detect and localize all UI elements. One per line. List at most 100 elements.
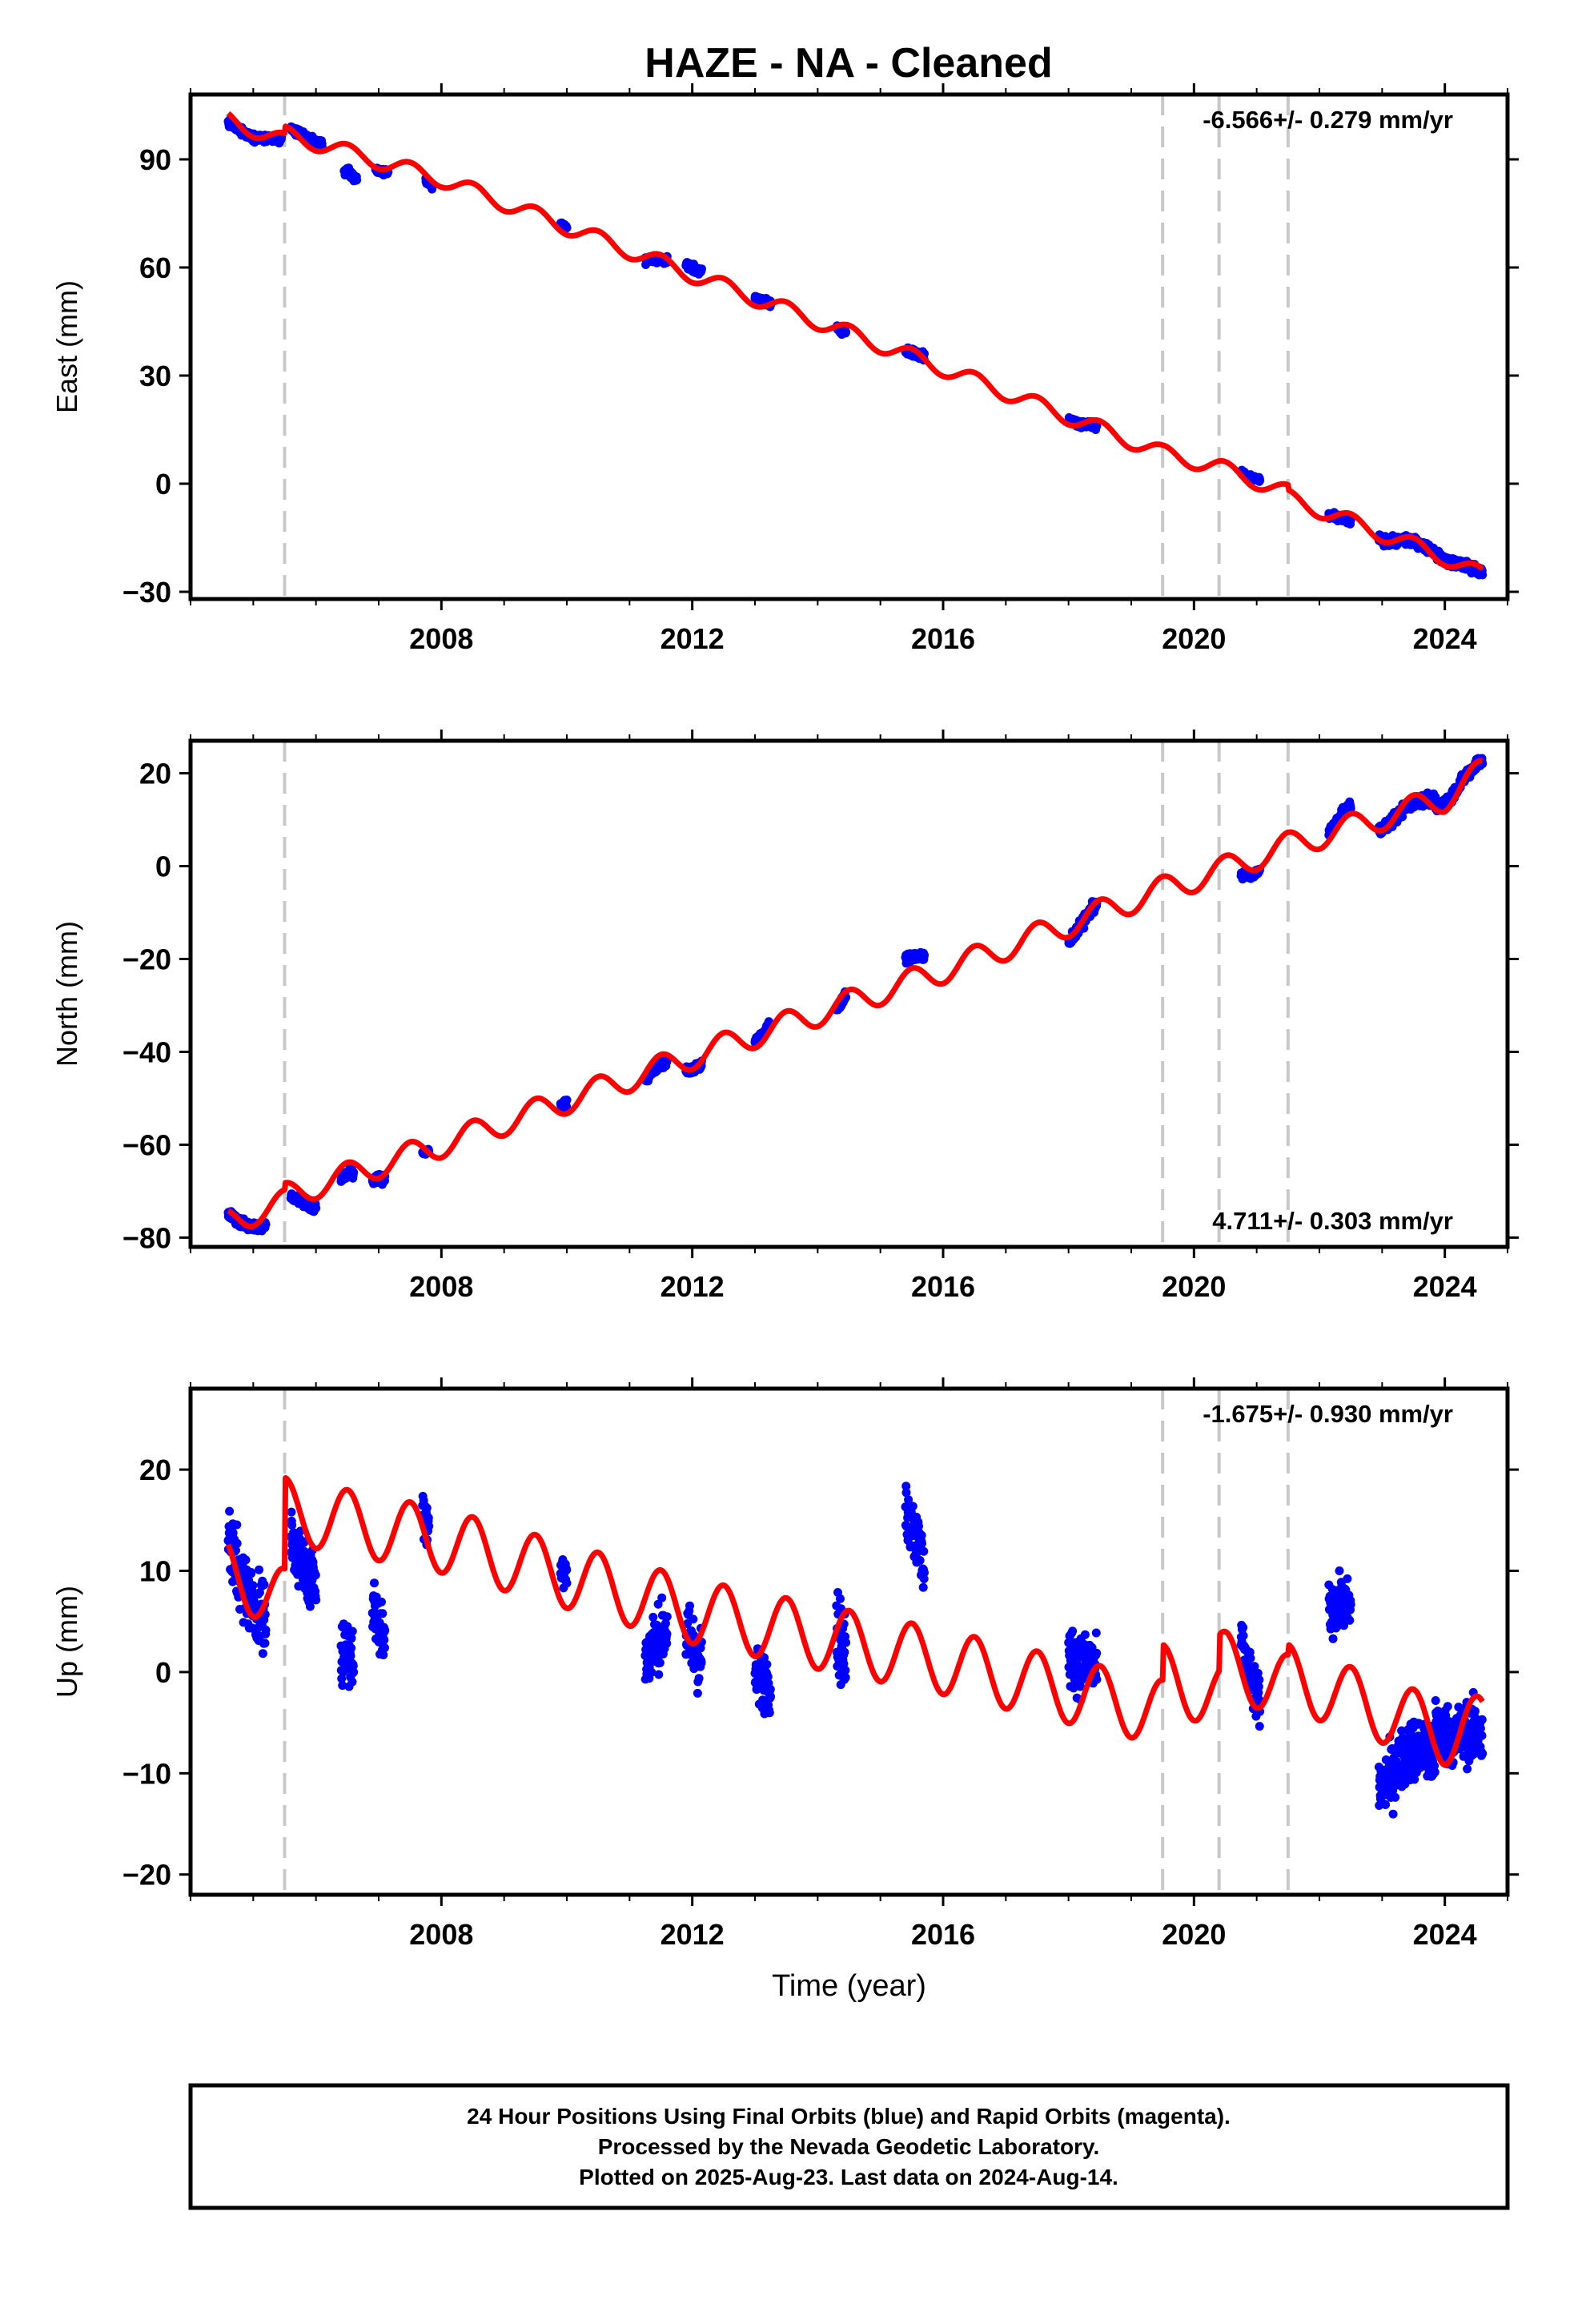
x-tick-label: 2012 <box>661 1918 725 1951</box>
x-tick-label: 2024 <box>1413 1270 1477 1303</box>
observation-point <box>349 1168 359 1177</box>
observation-point <box>1478 570 1488 580</box>
x-tick-label: 2024 <box>1413 622 1477 655</box>
x-tick-label: 2008 <box>409 1270 473 1303</box>
observation-point <box>261 1625 271 1634</box>
x-tick-label: 2012 <box>661 622 725 655</box>
observation-point <box>424 1513 433 1522</box>
x-axis-title: Time (year) <box>772 1969 926 2003</box>
observation-point <box>377 1597 386 1606</box>
x-tick-label: 2008 <box>409 622 473 655</box>
observation-point <box>766 1692 776 1702</box>
observation-point <box>1478 1749 1488 1759</box>
observation-point <box>258 1649 267 1659</box>
y-tick-label: 20 <box>139 1454 171 1486</box>
y-tick-label: −20 <box>122 943 171 976</box>
observation-point <box>247 1569 256 1578</box>
x-tick-label: 2024 <box>1413 1918 1477 1951</box>
observation-points <box>223 1482 1488 1819</box>
y-tick-label: 10 <box>139 1555 171 1588</box>
observation-point <box>380 1626 390 1635</box>
rate-label: -6.566+/- 0.279 mm/yr <box>1203 106 1453 134</box>
observation-point <box>225 1506 235 1516</box>
observation-point <box>1091 1628 1101 1638</box>
y-tick-label: −40 <box>122 1035 171 1068</box>
y-tick-label: 90 <box>139 143 171 176</box>
caption-line-3: Plotted on 2025-Aug-23. Last data on 202… <box>579 2165 1118 2189</box>
observation-point <box>1068 1626 1078 1636</box>
y-tick-label: −80 <box>122 1221 171 1254</box>
observation-point <box>1443 1702 1452 1711</box>
observation-point <box>917 1530 926 1540</box>
observation-point <box>655 1658 665 1667</box>
observation-point <box>349 1667 359 1677</box>
observation-point <box>1239 1631 1248 1640</box>
observation-point <box>685 1601 694 1610</box>
x-tick-label: 2020 <box>1162 1918 1226 1951</box>
observation-point <box>662 1629 672 1638</box>
observation-point <box>836 1594 845 1603</box>
observation-point <box>1463 1764 1472 1774</box>
observation-point <box>1239 1622 1248 1632</box>
observation-point <box>352 175 362 185</box>
model-curve <box>226 111 1484 572</box>
observation-point <box>562 1578 572 1588</box>
observation-point <box>689 1614 698 1624</box>
observation-point <box>311 1204 321 1212</box>
observation-point <box>232 1538 242 1548</box>
observation-point <box>694 1674 704 1683</box>
observation-point <box>1255 1722 1264 1731</box>
observation-point <box>370 1578 379 1588</box>
observation-point <box>1246 1654 1255 1663</box>
observation-point <box>1092 1648 1102 1658</box>
observation-point <box>287 1520 297 1530</box>
observation-point <box>1477 1715 1487 1724</box>
observation-point <box>1391 1792 1400 1802</box>
caption-line-1: 24 Hour Positions Using Final Orbits (bl… <box>467 2104 1231 2129</box>
observation-point <box>255 1565 263 1574</box>
observation-point <box>562 223 572 232</box>
caption-line-2: Processed by the Nevada Geodetic Laborat… <box>598 2134 1100 2159</box>
observation-points <box>223 754 1488 1236</box>
x-tick-label: 2016 <box>911 622 975 655</box>
figure-title: HAZE - NA - Cleaned <box>644 40 1052 86</box>
observation-point <box>697 1659 706 1667</box>
observation-point <box>657 1593 667 1602</box>
observation-point <box>311 1595 321 1605</box>
observation-point <box>762 1659 772 1669</box>
observation-point <box>1255 1675 1264 1684</box>
observation-point <box>422 1503 432 1513</box>
y-tick-label: 0 <box>155 1656 171 1689</box>
observation-point <box>841 328 851 337</box>
observation-point <box>920 1568 929 1578</box>
observation-point <box>841 1673 850 1683</box>
observation-point <box>346 1651 355 1661</box>
y-axis-title: East (mm) <box>50 280 83 413</box>
observation-point <box>765 1708 774 1718</box>
observation-point <box>1255 476 1265 485</box>
x-tick-label: 2012 <box>661 1270 725 1303</box>
observation-point <box>259 1580 269 1590</box>
observation-point <box>562 1565 572 1574</box>
x-tick-label: 2016 <box>911 1270 975 1303</box>
x-tick-label: 2020 <box>1162 1270 1226 1303</box>
observation-point <box>1346 1600 1355 1610</box>
east-panel: 2008 2012 2016 2020 2024 −30 0 30 60 90 East (mm) -… <box>50 83 1519 655</box>
y-tick-label: 0 <box>155 468 171 501</box>
y-axis-title: Up (mm) <box>50 1586 83 1698</box>
observation-point <box>305 1602 315 1611</box>
observation-point <box>919 1546 929 1556</box>
observation-point <box>1345 1615 1355 1625</box>
observation-points <box>223 115 1488 580</box>
observation-point <box>1080 1630 1090 1639</box>
observation-point <box>1335 1566 1344 1575</box>
observation-point <box>380 1643 389 1653</box>
observation-point <box>841 1638 851 1647</box>
observation-point <box>1477 1731 1487 1740</box>
rate-label: 4.711+/- 0.303 mm/yr <box>1212 1207 1453 1235</box>
observation-point <box>347 1677 357 1687</box>
observation-point <box>693 1688 702 1698</box>
observation-point <box>1431 1696 1440 1705</box>
observation-point <box>915 1556 925 1565</box>
